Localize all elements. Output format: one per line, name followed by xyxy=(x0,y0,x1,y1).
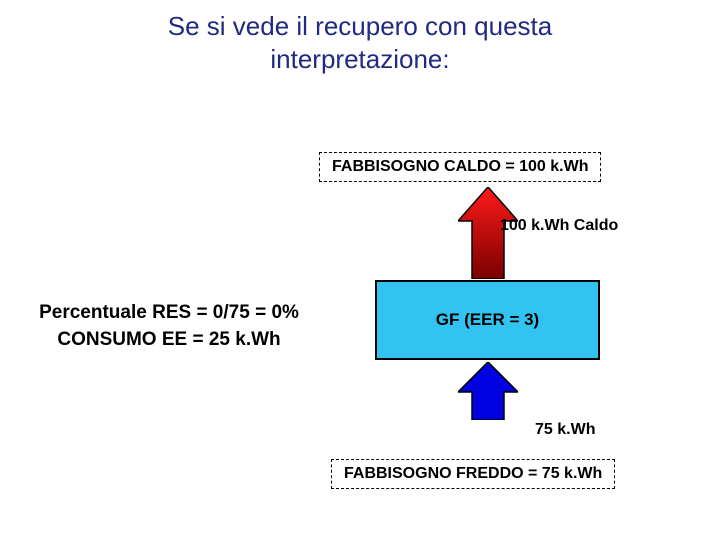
title-line-2: interpretazione: xyxy=(270,44,449,74)
percentuale-res: Percentuale RES = 0/75 = 0% xyxy=(39,302,299,323)
title-line-1: Se si vede il recupero con questa xyxy=(168,11,552,41)
caldo-output-label: 100 k.Wh Caldo xyxy=(500,217,618,235)
freddo-input-label: 75 k.Wh xyxy=(535,421,595,439)
consumo-ee: CONSUMO EE = 25 k.Wh xyxy=(57,329,280,350)
gf-eer-box: GF (EER = 3) xyxy=(375,280,600,360)
arrow-up-blue xyxy=(458,362,518,420)
fabbisogno-caldo-box: FABBISOGNO CALDO = 100 k.Wh xyxy=(319,152,601,182)
res-consumo-text: Percentuale RES = 0/75 = 0% CONSUMO EE =… xyxy=(4,300,334,353)
page-title: Se si vede il recupero con questa interp… xyxy=(0,10,720,75)
fabbisogno-freddo-box: FABBISOGNO FREDDO = 75 k.Wh xyxy=(331,459,615,489)
gf-eer-label: GF (EER = 3) xyxy=(436,310,539,330)
